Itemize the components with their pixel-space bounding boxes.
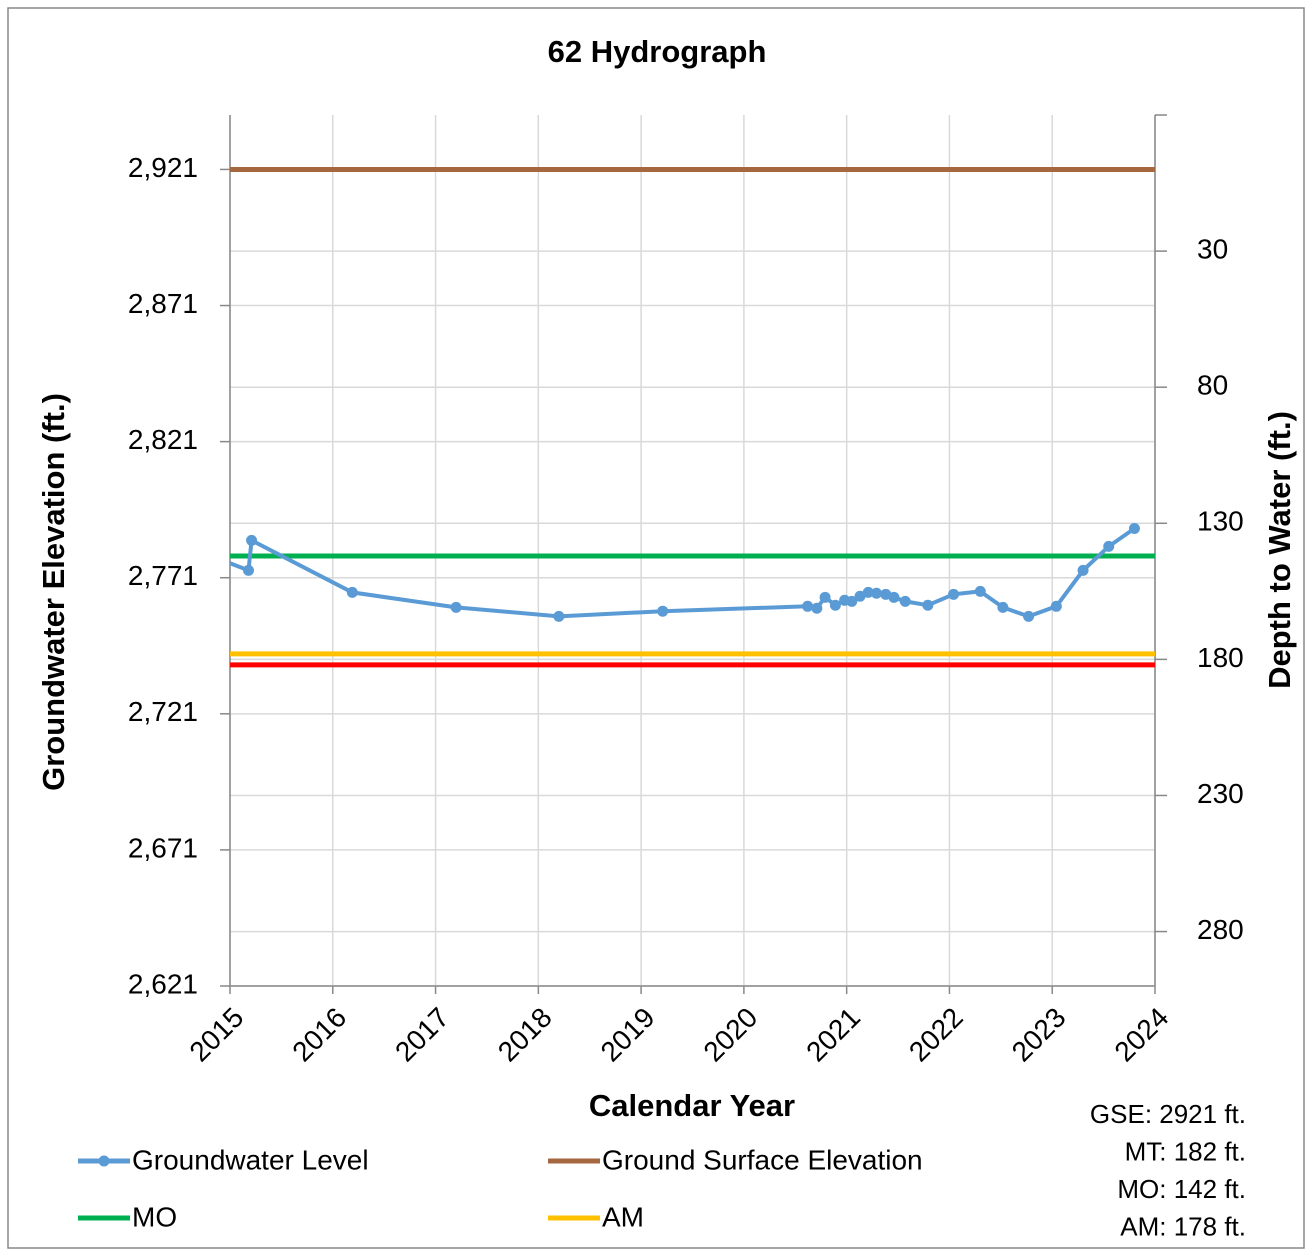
y2-tick-label: 180 (1197, 642, 1244, 673)
y-tick-label: 2,921 (128, 152, 198, 183)
data-point (974, 585, 986, 597)
y2-tick-label: 280 (1197, 914, 1244, 945)
data-point (1128, 522, 1140, 534)
y2-tick-label: 230 (1197, 778, 1244, 809)
y2-tick-label: 130 (1197, 506, 1244, 537)
annotation: GSE: 2921 ft. (1090, 1099, 1246, 1129)
x-axis-label: Calendar Year (589, 1088, 795, 1123)
data-point (1103, 540, 1115, 552)
chart-title: 62 Hydrograph (548, 34, 767, 69)
data-point (1077, 564, 1089, 576)
data-point (862, 586, 874, 598)
data-point (1023, 610, 1035, 622)
y2-tick-label: 30 (1197, 233, 1228, 264)
y-tick-label: 2,621 (128, 968, 198, 999)
data-point (657, 605, 669, 617)
data-point (854, 590, 866, 602)
data-point (948, 588, 960, 600)
y-tick-label: 2,671 (128, 832, 198, 863)
chart-frame (7, 7, 1305, 1249)
data-point (802, 600, 814, 612)
legend-label: AM (602, 1201, 644, 1232)
legend-label: Groundwater Level (132, 1144, 369, 1175)
y-tick-label: 2,721 (128, 696, 198, 727)
data-point (922, 599, 934, 611)
data-point (450, 601, 462, 613)
annotation: AM: 178 ft. (1120, 1211, 1246, 1241)
y-tick-label: 2,771 (128, 560, 198, 591)
data-point (346, 586, 358, 598)
data-point (888, 591, 900, 603)
y-tick-label: 2,871 (128, 288, 198, 319)
y-axis-label: Groundwater Elevation (ft.) (36, 393, 71, 791)
y-tick-label: 2,821 (128, 424, 198, 455)
annotation: MO: 142 ft. (1117, 1174, 1246, 1204)
y2-tick-label: 80 (1197, 370, 1228, 401)
data-point (553, 610, 565, 622)
legend-label: Ground Surface Elevation (602, 1144, 923, 1175)
data-point (246, 534, 258, 546)
data-point (811, 602, 823, 614)
data-point (1050, 600, 1062, 612)
annotation: MT: 182 ft. (1125, 1136, 1246, 1166)
data-point (243, 564, 254, 576)
data-point (870, 587, 882, 599)
legend-label: MO (132, 1201, 177, 1232)
data-point (899, 595, 911, 607)
legend-marker (98, 1155, 110, 1167)
y2-axis-label: Depth to Water (ft.) (1262, 411, 1297, 689)
data-point (997, 601, 1009, 613)
data-point (846, 595, 858, 607)
data-point (829, 599, 841, 611)
data-point (819, 591, 831, 603)
